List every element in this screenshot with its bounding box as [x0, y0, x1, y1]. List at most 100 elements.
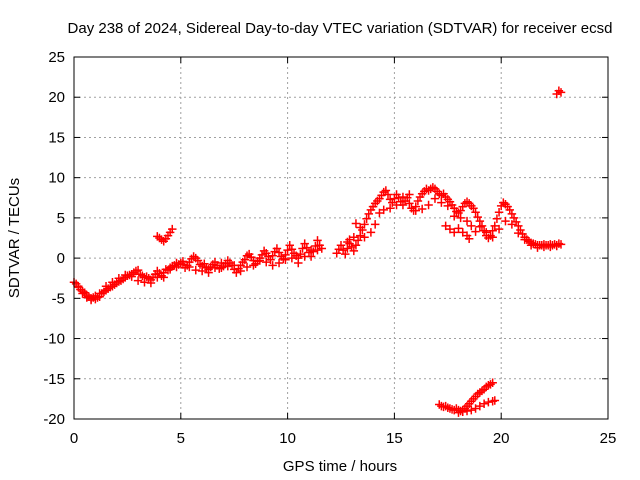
y-tick-label: -15: [43, 371, 65, 388]
data-point: [268, 261, 277, 270]
data-point: [255, 256, 265, 265]
data-point: [556, 88, 566, 97]
data-point: [217, 258, 226, 268]
data-point: [437, 198, 446, 207]
data-point: [236, 266, 245, 276]
data-point: [242, 262, 252, 272]
data-point: [204, 268, 213, 277]
data-point: [441, 221, 450, 231]
data-point: [197, 266, 207, 276]
data-point: [467, 221, 476, 231]
data-point: [526, 240, 536, 250]
data-point: [159, 273, 168, 282]
data-point: [533, 243, 542, 252]
data-point: [108, 277, 117, 287]
plot-frame: [73, 56, 609, 420]
data-point: [121, 270, 130, 280]
data-point: [385, 203, 395, 213]
data-point: [488, 378, 497, 388]
data-point: [349, 246, 359, 256]
data-point: [360, 220, 369, 229]
data-points: [69, 86, 566, 417]
data-point: [379, 205, 388, 215]
data-point: [484, 397, 493, 407]
data-point: [445, 224, 455, 234]
data-point: [172, 258, 181, 268]
data-point: [140, 277, 149, 287]
data-point: [313, 245, 322, 255]
data-point: [146, 278, 156, 288]
data-point: [362, 214, 371, 223]
data-point: [95, 289, 104, 298]
y-tick-label: -20: [43, 411, 65, 428]
data-point: [91, 294, 100, 304]
data-point: [454, 408, 463, 417]
data-point: [449, 212, 459, 221]
y-tick-label: 10: [48, 170, 65, 187]
data-point: [165, 265, 175, 274]
data-point: [462, 216, 472, 226]
data-point: [366, 228, 376, 237]
data-point: [494, 224, 504, 234]
data-point: [501, 216, 510, 226]
data-point: [274, 258, 284, 268]
data-point: [490, 221, 500, 231]
data-point: [467, 405, 476, 415]
data-point: [114, 273, 124, 283]
data-point: [283, 245, 292, 255]
data-point: [494, 208, 504, 217]
axes: 0 5 10 15 20 25 -20 -15 -10 -5 0 5 10 15 20 25: [43, 49, 616, 447]
x-tick-label: 20: [493, 430, 510, 447]
chart-title: Day 238 of 2024, Sidereal Day-to-day VTE…: [68, 20, 613, 37]
data-point: [475, 222, 485, 231]
x-tick-label: 0: [70, 430, 78, 447]
data-point: [417, 204, 427, 214]
data-point: [178, 257, 188, 266]
data-point: [405, 199, 414, 208]
data-point: [556, 240, 566, 249]
data-point: [490, 396, 500, 405]
data-point: [471, 208, 480, 217]
data-point: [133, 276, 143, 285]
data-point: [341, 249, 350, 259]
data-point: [317, 244, 327, 253]
y-tick-label: -5: [52, 290, 65, 307]
data-point: [471, 404, 480, 413]
data-point: [261, 257, 271, 267]
data-point: [370, 220, 380, 229]
x-tick-label: 10: [279, 430, 296, 447]
data-point: [287, 253, 297, 263]
data-point: [462, 406, 472, 416]
data-point: [488, 232, 497, 242]
y-axis-label: SDTVAR / TECUs: [6, 178, 23, 298]
data-point: [351, 240, 361, 250]
data-point: [355, 231, 365, 240]
y-tick-label: 20: [48, 89, 65, 106]
data-point: [449, 228, 459, 237]
data-point: [210, 263, 220, 273]
data-point: [74, 282, 83, 291]
data-point: [546, 242, 555, 252]
data-point: [398, 192, 408, 202]
data-point: [298, 244, 307, 253]
data-point: [492, 214, 502, 223]
data-point: [78, 289, 87, 298]
data-point: [351, 219, 361, 228]
data-point: [249, 261, 258, 270]
data-point: [101, 282, 111, 291]
data-point: [313, 236, 322, 245]
data-point: [514, 228, 523, 238]
data-point: [405, 190, 414, 199]
data-point: [300, 252, 309, 261]
data-point: [443, 201, 453, 211]
data-point: [430, 194, 440, 203]
data-point: [355, 223, 365, 232]
data-point: [127, 272, 136, 281]
data-point: [343, 237, 352, 247]
data-point: [82, 293, 92, 302]
y-tick-label: 5: [57, 210, 65, 227]
y-tick-label: 25: [48, 49, 65, 66]
data-point: [471, 227, 480, 236]
data-point: [229, 261, 239, 270]
x-tick-label: 25: [600, 430, 617, 447]
